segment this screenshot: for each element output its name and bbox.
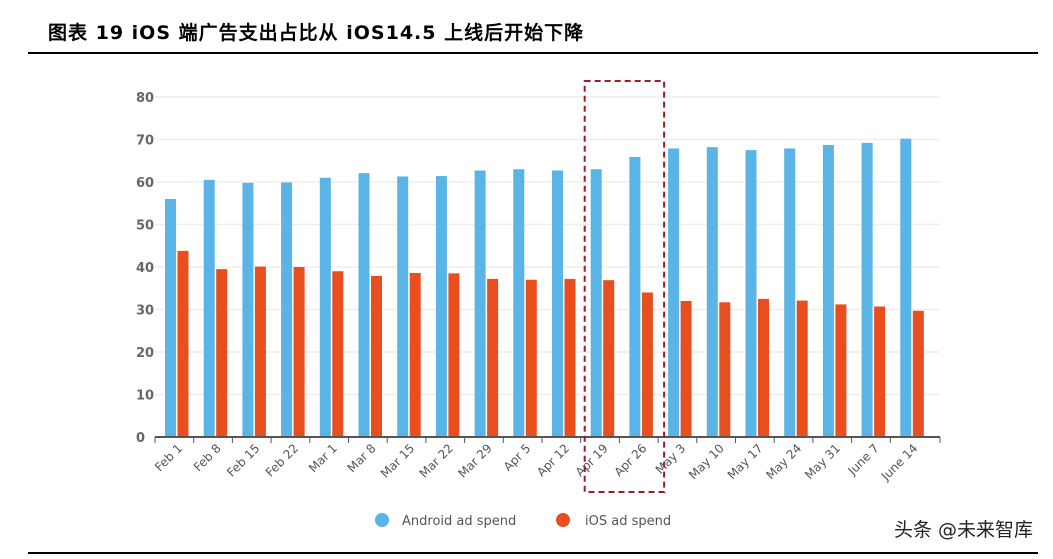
y-tick-label: 80 bbox=[136, 91, 154, 106]
android-bar bbox=[629, 156, 641, 438]
android-bar bbox=[590, 169, 602, 437]
x-tick-label: Mar 15 bbox=[378, 441, 417, 480]
ios-bar bbox=[371, 275, 382, 437]
ios-bar bbox=[525, 279, 537, 437]
legend-marker bbox=[375, 513, 389, 527]
x-tick-label: May 17 bbox=[725, 441, 766, 482]
y-tick-label: 30 bbox=[136, 304, 154, 319]
y-tick-label: 0 bbox=[136, 431, 145, 446]
android-bar bbox=[281, 182, 293, 437]
x-tick-label: June 7 bbox=[845, 441, 882, 478]
x-tick-label: May 3 bbox=[653, 441, 689, 477]
ios-bar bbox=[564, 278, 576, 437]
android-bar bbox=[745, 150, 757, 437]
y-tick-label: 50 bbox=[136, 219, 154, 234]
ios-bar bbox=[409, 272, 421, 437]
ios-bar bbox=[641, 292, 653, 437]
android-bar bbox=[242, 182, 254, 437]
x-tick-label: Apr 5 bbox=[501, 441, 534, 474]
android-bar bbox=[822, 145, 834, 437]
ios-bar bbox=[293, 267, 305, 437]
y-tick-label: 60 bbox=[136, 176, 154, 191]
x-tick-label: May 10 bbox=[686, 441, 727, 482]
x-tick-label: Apr 26 bbox=[611, 441, 649, 479]
ios-bar bbox=[719, 302, 731, 437]
x-tick-label: June 14 bbox=[878, 441, 921, 484]
y-tick-label: 20 bbox=[136, 346, 154, 361]
highlight-box bbox=[583, 80, 666, 493]
x-tick-label: Apr 19 bbox=[573, 441, 611, 479]
y-tick-label: 40 bbox=[136, 261, 154, 276]
android-bar bbox=[513, 169, 525, 437]
ios-bar bbox=[448, 273, 460, 437]
ios-bar bbox=[603, 280, 615, 437]
ios-bar bbox=[680, 301, 692, 437]
android-bar bbox=[552, 170, 563, 437]
x-tick-label: May 31 bbox=[802, 441, 843, 482]
ios-bar bbox=[216, 269, 228, 437]
android-bar bbox=[203, 179, 215, 437]
ios-bar bbox=[874, 306, 886, 437]
y-tick-label: 70 bbox=[136, 134, 154, 149]
x-tick-label: Mar 22 bbox=[417, 441, 456, 480]
android-bar bbox=[319, 177, 331, 437]
ios-bar bbox=[332, 271, 344, 437]
x-tick-label: Feb 22 bbox=[263, 441, 301, 479]
android-bar bbox=[165, 199, 176, 437]
android-bar bbox=[397, 176, 409, 437]
ios-bar bbox=[835, 304, 847, 437]
android-bar bbox=[435, 176, 447, 438]
android-bar bbox=[358, 173, 370, 437]
figure-title: 图表 19 iOS 端广告支出占比从 iOS14.5 上线后开始下降 bbox=[48, 22, 585, 44]
android-bar bbox=[668, 148, 680, 438]
ios-bar bbox=[254, 266, 266, 437]
ios-bar bbox=[487, 278, 499, 437]
x-tick-label: Mar 1 bbox=[306, 441, 340, 475]
ios-bar bbox=[912, 310, 924, 437]
x-tick-label: Feb 15 bbox=[224, 441, 262, 479]
android-bar bbox=[861, 142, 873, 437]
y-tick-label: 10 bbox=[136, 389, 154, 404]
x-tick-label: Feb 8 bbox=[191, 441, 224, 474]
ios-bar bbox=[796, 300, 808, 437]
android-bar bbox=[706, 147, 718, 437]
legend-marker bbox=[556, 513, 570, 527]
android-bar bbox=[784, 148, 796, 438]
x-tick-label: Mar 8 bbox=[345, 441, 379, 475]
legend-label: iOS ad spend bbox=[585, 514, 671, 529]
android-bar bbox=[900, 138, 912, 437]
top-rule bbox=[28, 52, 1038, 54]
x-tick-label: Mar 29 bbox=[455, 441, 494, 480]
x-tick-label: Feb 1 bbox=[152, 441, 185, 474]
ios-bar bbox=[758, 298, 769, 437]
ios-bar bbox=[177, 250, 189, 437]
x-tick-label: Apr 12 bbox=[534, 441, 572, 479]
x-tick-label: May 24 bbox=[763, 441, 804, 482]
watermark: 头条 @未来智库 bbox=[893, 519, 1033, 541]
bottom-rule bbox=[28, 552, 1038, 554]
legend-label: Android ad spend bbox=[402, 514, 516, 529]
android-bar bbox=[474, 170, 486, 437]
